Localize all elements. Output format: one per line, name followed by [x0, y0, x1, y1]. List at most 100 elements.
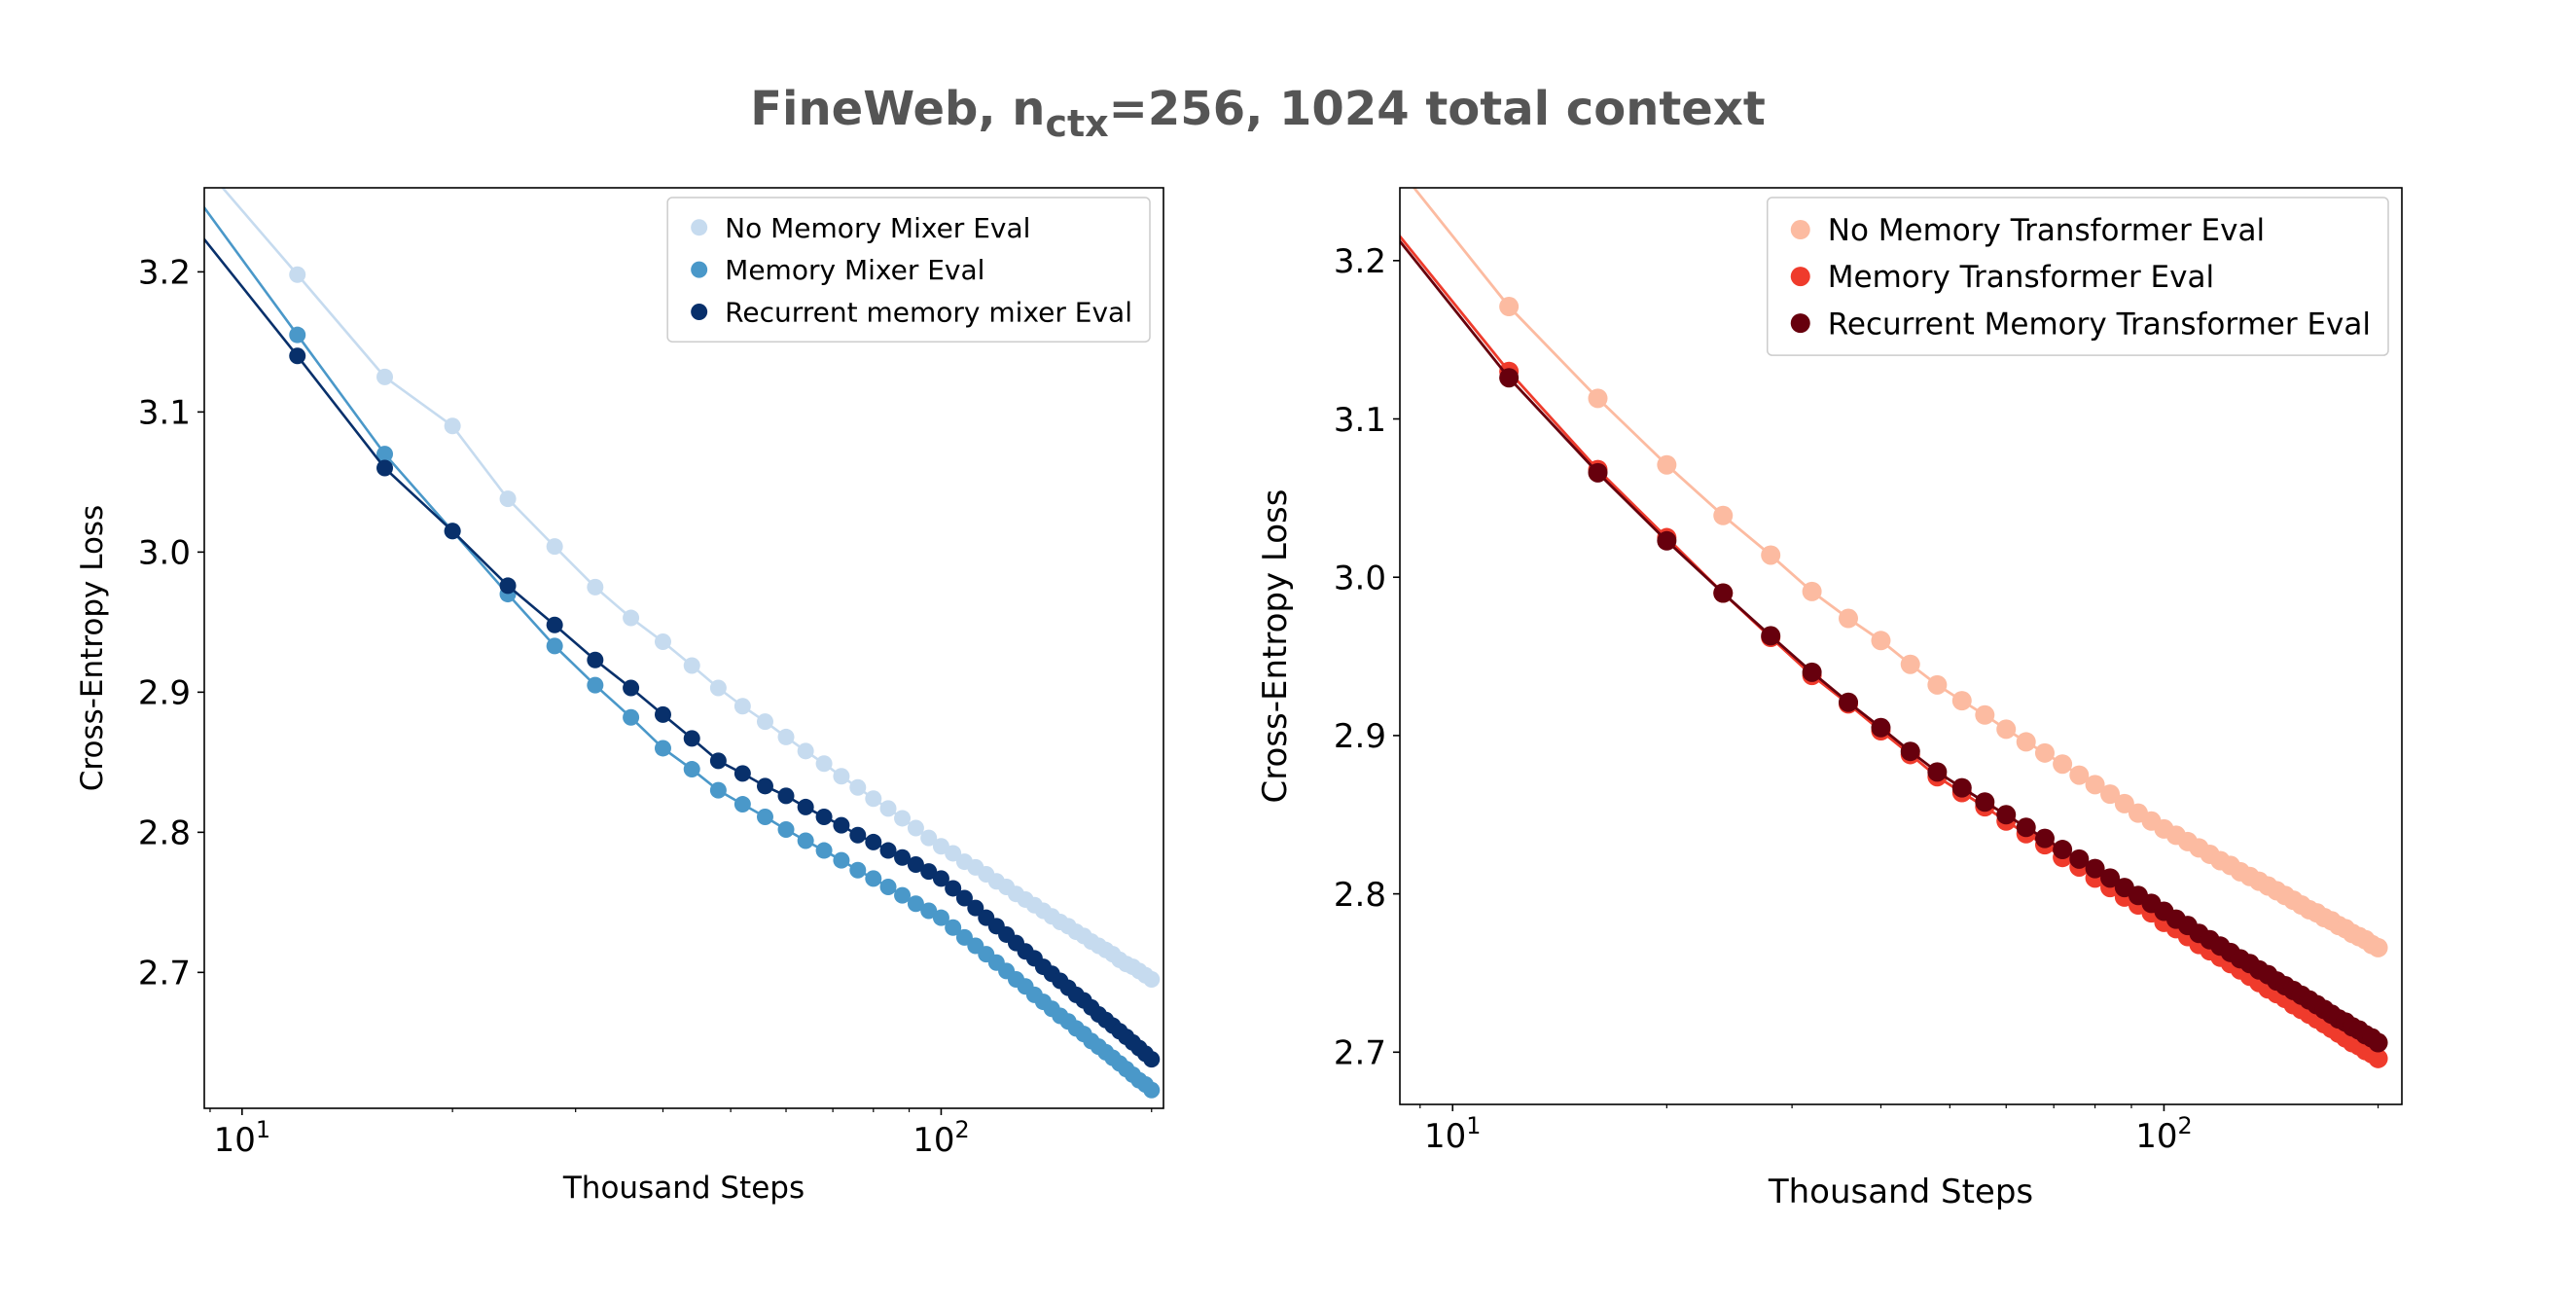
data-point [932, 870, 949, 887]
legend-label: No Memory Mixer Eval [725, 212, 1030, 244]
x-axis-label: Thousand Steps [562, 1171, 805, 1206]
data-point [756, 713, 773, 731]
data-point [2100, 784, 2121, 805]
data-point [683, 730, 700, 747]
y-axis-label: Cross-Entropy Loss [1256, 489, 1295, 804]
data-point [849, 861, 867, 879]
data-point [894, 849, 912, 866]
legend-marker [1790, 313, 1810, 334]
data-point [444, 523, 461, 540]
data-point [879, 800, 897, 817]
data-point [945, 845, 962, 862]
data-point [833, 816, 850, 834]
x-tick-exponent: 1 [1466, 1112, 1481, 1139]
data-point [865, 790, 882, 808]
data-point [1657, 454, 1677, 475]
data-point [2368, 1048, 2388, 1068]
y-tick-label: 2.7 [138, 955, 191, 993]
data-point [833, 851, 850, 869]
data-point [1996, 719, 2017, 740]
data-point [2034, 828, 2055, 849]
data-point [849, 778, 867, 796]
data-point [654, 705, 671, 723]
data-point [907, 895, 924, 913]
data-point [623, 679, 640, 697]
data-point [894, 810, 912, 827]
data-point [1927, 674, 1948, 695]
plot-area [1400, 188, 2388, 1068]
data-point [1839, 692, 1859, 712]
data-point [907, 819, 924, 837]
y-tick-label: 3.1 [138, 394, 191, 433]
data-point [865, 870, 882, 887]
plot-area [204, 188, 1161, 1099]
axes-frame [203, 187, 1164, 1109]
data-point [1143, 971, 1161, 989]
y-tick-label: 2.9 [138, 674, 191, 713]
data-point [1761, 545, 1781, 565]
data-point [444, 417, 461, 435]
data-point [499, 577, 517, 595]
data-point [945, 919, 962, 936]
y-axis-label: Cross-Entropy Loss [75, 505, 110, 791]
figure-title: FineWeb, nctx=256, 1024 total context [750, 82, 1766, 145]
y-tick-label: 2.9 [1334, 717, 1386, 756]
x-tick-base: 10 [2135, 1117, 2177, 1156]
data-point [1143, 1081, 1161, 1099]
legend: No Memory Mixer Eval Memory Mixer Eval Rec… [666, 197, 1151, 343]
y-tick-label: 2.8 [1334, 876, 1386, 915]
data-point [2114, 793, 2134, 813]
data-point [756, 809, 773, 826]
data-point [587, 676, 604, 694]
axes-frame [1399, 187, 2403, 1105]
data-point [1951, 691, 1972, 711]
data-point [932, 909, 949, 926]
x-axis-label: Thousand Steps [1768, 1173, 2033, 1211]
data-point [815, 842, 833, 859]
data-point [2069, 849, 2090, 869]
data-point [1588, 388, 1608, 409]
data-point [865, 833, 882, 850]
x-tick-exponent: 1 [256, 1116, 270, 1143]
data-point [2368, 1032, 2388, 1053]
data-point [849, 826, 867, 844]
x-tick-exponent: 2 [955, 1116, 970, 1143]
data-point [376, 459, 394, 477]
data-point [546, 616, 563, 633]
x-tick-label: 101 [214, 1116, 270, 1160]
legend-marker [691, 304, 708, 320]
data-point [587, 651, 604, 668]
data-point [546, 538, 563, 556]
data-point [733, 765, 751, 782]
y-tick-label: 3.0 [1334, 559, 1386, 597]
data-point [1900, 741, 1920, 762]
data-point [683, 657, 700, 674]
data-point [2053, 754, 2073, 775]
x-tick-label: 102 [912, 1116, 969, 1160]
legend-label: Memory Transformer Eval [1828, 260, 2214, 295]
data-point [1761, 626, 1781, 646]
data-point [833, 768, 850, 785]
data-point [2085, 858, 2105, 879]
data-point [654, 740, 671, 757]
x-tick-base: 10 [214, 1121, 256, 1160]
x-tick-base: 10 [1424, 1117, 1466, 1156]
data-point [2069, 765, 2090, 785]
x-tick-label: 102 [2135, 1112, 2192, 1156]
data-point [920, 902, 938, 920]
data-point [932, 838, 949, 855]
data-point [499, 490, 517, 508]
x-tick-exponent: 2 [2178, 1112, 2193, 1139]
data-point [1927, 762, 1948, 782]
data-point [879, 842, 897, 859]
title-text: FineWeb, n [750, 82, 1045, 136]
legend-label: Recurrent memory mixer Eval [725, 297, 1132, 329]
data-point [546, 637, 563, 655]
data-point [1871, 631, 1891, 651]
data-point [1975, 792, 1995, 812]
data-point [1839, 608, 1859, 629]
data-point [797, 832, 814, 849]
